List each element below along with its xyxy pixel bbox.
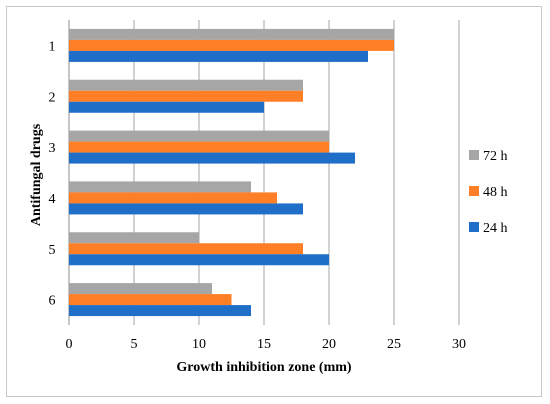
bar-48h-drug-4 [69,192,277,204]
x-tick-label: 30 [452,337,466,352]
bar-72h-drug-3 [69,130,329,142]
y-tick-labels: 1 2 3 4 5 6 [49,39,56,308]
y-tick-label: 5 [49,243,56,258]
bar-72h-drug-2 [69,79,303,91]
bar-24h-drug-6 [69,305,251,317]
bar-48h-drug-1 [69,39,394,51]
x-tick-label: 15 [257,337,271,352]
legend-label: 72 h [483,149,508,164]
x-tick-label: 5 [131,337,138,352]
legend-label: 24 h [483,221,508,236]
bar-72h-drug-6 [69,283,212,295]
bars [69,28,394,317]
bar-48h-drug-6 [69,294,232,306]
x-axis-title: Growth inhibition zone (mm) [176,360,351,375]
bar-72h-drug-1 [69,28,394,40]
y-tick-label: 3 [49,141,56,156]
bar-24h-drug-3 [69,152,355,164]
legend-swatch [469,150,479,160]
y-tick-label: 1 [49,39,56,54]
x-tick-label: 10 [192,337,206,352]
y-tick-label: 2 [49,90,56,105]
bar-72h-drug-5 [69,232,199,244]
x-tick-label: 20 [322,337,336,352]
bar-24h-drug-1 [69,50,368,62]
bar-72h-drug-4 [69,181,251,193]
legend-label: 48 h [483,185,508,200]
bar-24h-drug-5 [69,254,329,266]
bar-48h-drug-5 [69,243,303,255]
legend: 72 h 48 h 24 h [469,149,508,236]
bar-24h-drug-4 [69,203,303,215]
legend-swatch [469,222,479,232]
legend-swatch [469,186,479,196]
bar-48h-drug-2 [69,90,303,102]
y-tick-label: 6 [49,294,56,309]
gridlines [68,20,460,325]
x-tick-label: 25 [387,337,401,352]
x-tick-labels: 0 5 10 15 20 25 30 [66,337,467,352]
y-tick-label: 4 [49,192,56,207]
y-axis-title: Antifungal drugs [29,123,44,226]
bar-24h-drug-2 [69,101,264,113]
x-tick-label: 0 [66,337,73,352]
bar-48h-drug-3 [69,141,329,153]
